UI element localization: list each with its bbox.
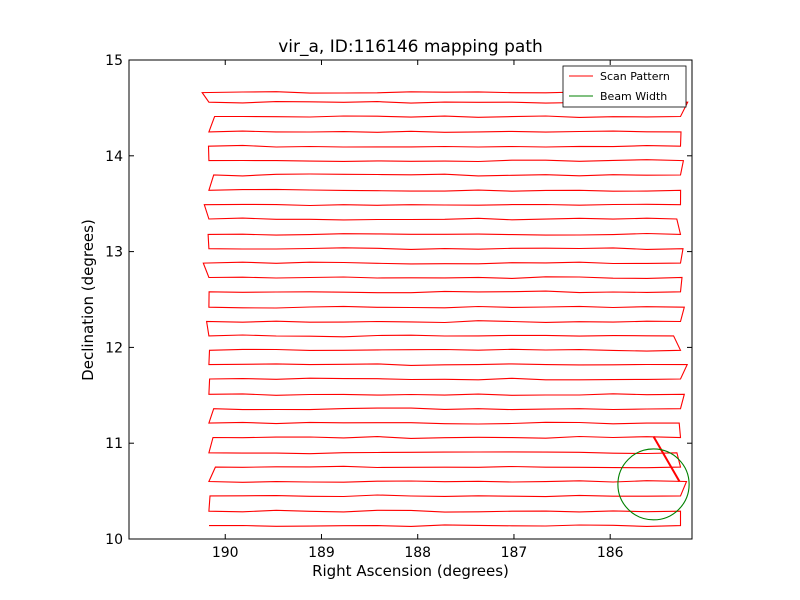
y-tick-label: 12 — [105, 340, 123, 356]
y-tick-label: 11 — [105, 436, 123, 452]
x-axis-label: Right Ascension (degrees) — [312, 562, 509, 580]
x-axis-ticks: 190 189 188 187 186 — [212, 60, 624, 561]
chart-title: vir_a, ID:116146 mapping path — [278, 37, 543, 57]
y-axis-label: Declination (degrees) — [79, 219, 97, 381]
plot-frame — [128, 59, 693, 540]
y-tick-label: 13 — [105, 245, 123, 261]
scan-end-segment — [652, 435, 681, 483]
plot-data-layer — [201, 91, 690, 527]
x-tick-label: 188 — [404, 545, 431, 561]
legend: Scan Pattern Beam Width — [562, 65, 687, 108]
x-tick-label: 190 — [212, 545, 239, 561]
x-tick-label: 186 — [597, 545, 624, 561]
legend-label-beam: Beam Width — [600, 90, 667, 103]
x-tick-label: 189 — [308, 545, 335, 561]
y-tick-label: 15 — [105, 53, 123, 69]
beam-width-circle — [617, 448, 690, 521]
x-tick-label: 187 — [501, 545, 528, 561]
legend-label-scan: Scan Pattern — [600, 70, 670, 83]
legend-box — [562, 65, 687, 108]
y-tick-label: 10 — [105, 532, 123, 548]
y-axis-ticks: 10 11 12 13 14 15 — [105, 53, 692, 548]
y-tick-label: 14 — [105, 149, 123, 165]
scan-pattern-line — [201, 91, 689, 527]
